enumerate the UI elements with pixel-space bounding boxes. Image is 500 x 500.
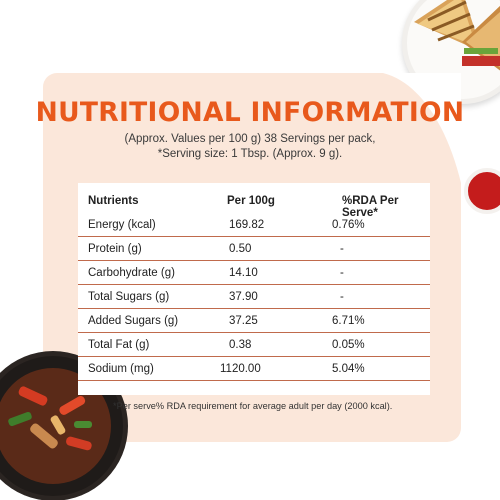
row-per-100g: 0.38 bbox=[229, 339, 252, 351]
row-per-100g: 37.90 bbox=[229, 291, 258, 303]
table-row: Protein (g) 0.50 - bbox=[78, 237, 430, 261]
table-row: Total Sugars (g) 37.90 - bbox=[78, 285, 430, 309]
header-per-100g: Per 100g bbox=[227, 195, 275, 207]
row-nutrient: Protein (g) bbox=[88, 243, 142, 255]
row-nutrient: Sodium (mg) bbox=[88, 363, 154, 375]
row-per-100g: 1120.00 bbox=[220, 363, 261, 375]
row-rda: 0.76% bbox=[332, 219, 365, 231]
table-row: Carbohydrate (g) 14.10 - bbox=[78, 261, 430, 285]
page-title: NUTRITIONAL INFORMATION bbox=[35, 97, 465, 128]
row-nutrient: Total Sugars (g) bbox=[88, 291, 170, 303]
row-per-100g: 37.25 bbox=[229, 315, 258, 327]
table-header: Nutrients Per 100g %RDA Per Serve* bbox=[78, 189, 430, 219]
row-divider bbox=[78, 259, 430, 261]
table-row: Energy (kcal) 169.82 0.76% bbox=[78, 213, 430, 237]
rda-footnote: *Per serve% RDA requirement for average … bbox=[113, 401, 393, 411]
row-divider bbox=[78, 307, 430, 309]
table-row: Total Fat (g) 0.38 0.05% bbox=[78, 333, 430, 357]
row-per-100g: 169.82 bbox=[229, 219, 265, 231]
card-corner-curve bbox=[383, 73, 461, 183]
table-row: Sodium (mg) 1120.00 5.04% bbox=[78, 357, 430, 381]
header-nutrients: Nutrients bbox=[88, 195, 139, 207]
row-divider bbox=[78, 331, 430, 333]
row-nutrient: Added Sugars (g) bbox=[88, 315, 179, 327]
ketchup-bowl-image bbox=[464, 168, 500, 214]
serving-info: (Approx. Values per 100 g) 38 Servings p… bbox=[0, 132, 500, 162]
row-nutrient: Carbohydrate (g) bbox=[88, 267, 175, 279]
header-rda: %RDA Per Serve* bbox=[342, 195, 399, 219]
nutrition-table: Nutrients Per 100g %RDA Per Serve* Energ… bbox=[78, 183, 430, 395]
row-rda: 6.71% bbox=[332, 315, 365, 327]
row-per-100g: 14.10 bbox=[229, 267, 258, 279]
row-nutrient: Total Fat (g) bbox=[88, 339, 150, 351]
row-per-100g: 0.50 bbox=[229, 243, 252, 255]
serving-info-line-1: (Approx. Values per 100 g) 38 Servings p… bbox=[124, 133, 376, 145]
row-rda: - bbox=[340, 243, 344, 255]
row-divider bbox=[78, 283, 430, 285]
serving-info-line-2: *Serving size: 1 Tbsp. (Approx. 9 g). bbox=[157, 148, 343, 160]
row-rda: 0.05% bbox=[332, 339, 365, 351]
row-divider bbox=[78, 235, 430, 237]
row-divider bbox=[78, 379, 430, 381]
row-rda: - bbox=[340, 267, 344, 279]
row-divider bbox=[78, 355, 430, 357]
row-rda: 5.04% bbox=[332, 363, 365, 375]
row-nutrient: Energy (kcal) bbox=[88, 219, 156, 231]
row-rda: - bbox=[340, 291, 344, 303]
table-row: Added Sugars (g) 37.25 6.71% bbox=[78, 309, 430, 333]
